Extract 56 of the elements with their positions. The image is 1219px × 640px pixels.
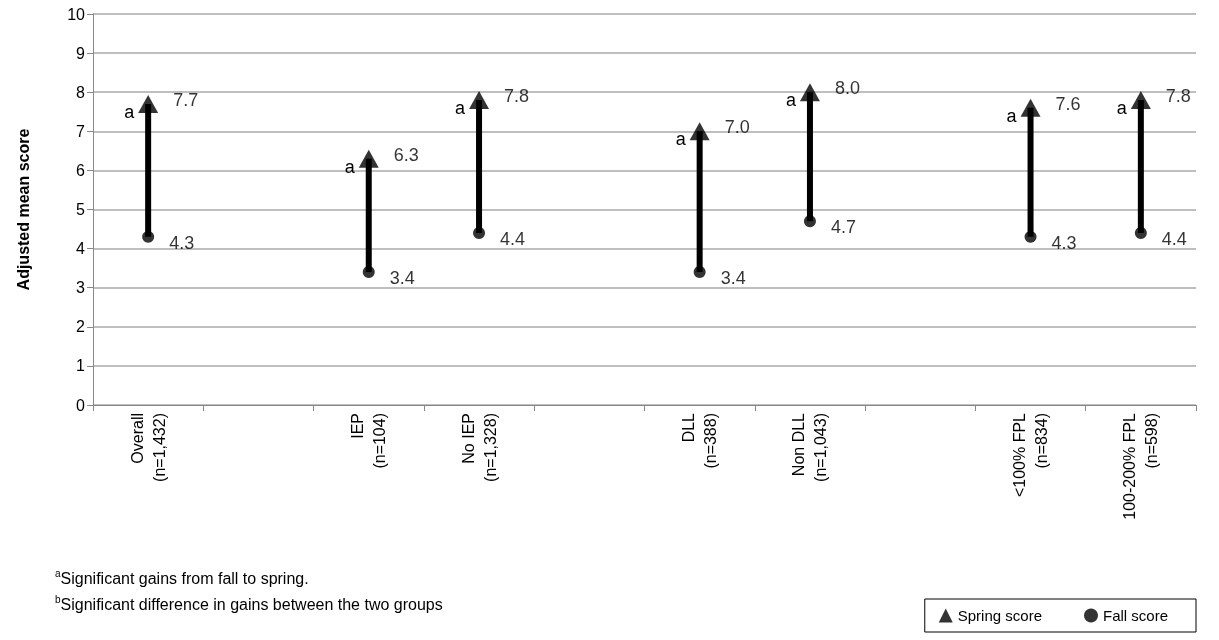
x-tick-label: <100% FPL (n=834) bbox=[1011, 412, 1051, 498]
data-label: 7.6 bbox=[1055, 93, 1081, 114]
point bbox=[1134, 226, 1147, 239]
legend-label: Fall score bbox=[1102, 607, 1169, 624]
point bbox=[803, 215, 816, 228]
y-axis-title: Adjusted mean score bbox=[14, 128, 32, 291]
legend-label: Spring score bbox=[957, 607, 1042, 624]
y-tick-label: 1 bbox=[76, 357, 86, 375]
data-label: 4.3 bbox=[169, 232, 195, 253]
data-label: 4.4 bbox=[500, 228, 526, 249]
data-label: 4.4 bbox=[1161, 228, 1187, 249]
point bbox=[693, 266, 706, 279]
data-label: 7.8 bbox=[504, 86, 530, 107]
y-tick-label: 8 bbox=[76, 83, 86, 101]
data-label: 3.4 bbox=[720, 268, 746, 289]
data-label: 7.8 bbox=[1165, 86, 1191, 107]
point bbox=[362, 266, 375, 279]
annotation: a bbox=[785, 90, 797, 111]
point bbox=[1020, 98, 1041, 117]
annotation: a bbox=[124, 101, 136, 122]
point bbox=[138, 94, 159, 113]
annotation: a bbox=[344, 156, 356, 177]
y-tick-label: 9 bbox=[76, 44, 86, 62]
data-label: 4.7 bbox=[830, 217, 856, 238]
annotation: a bbox=[1006, 105, 1018, 126]
x-tick-label: Overall (n=1,432) bbox=[128, 413, 168, 482]
y-tick-label: 10 bbox=[67, 5, 86, 23]
point bbox=[142, 230, 155, 243]
point bbox=[469, 91, 490, 110]
point bbox=[1024, 230, 1037, 243]
point bbox=[689, 122, 710, 141]
y-tick-label: 6 bbox=[76, 161, 86, 179]
x-tick-label: IEP (n=104) bbox=[349, 413, 389, 469]
data-label: 6.3 bbox=[393, 144, 419, 165]
y-tick-label: 0 bbox=[76, 396, 86, 414]
y-tick-label: 2 bbox=[76, 318, 86, 336]
point bbox=[1130, 91, 1151, 110]
point bbox=[473, 226, 486, 239]
annotation: a bbox=[1116, 98, 1128, 119]
y-tick-label: 4 bbox=[76, 240, 86, 258]
data-label: 8.0 bbox=[834, 78, 860, 99]
data-label: 4.3 bbox=[1051, 232, 1077, 253]
point bbox=[799, 83, 820, 102]
y-tick-label: 3 bbox=[76, 279, 86, 297]
annotation: a bbox=[455, 98, 467, 119]
y-tick-label: 7 bbox=[76, 122, 86, 140]
annotation: a bbox=[675, 129, 687, 150]
y-tick-label: 5 bbox=[76, 201, 86, 218]
x-tick-label: No IEP (n=1,328) bbox=[459, 413, 499, 482]
data-label: 3.4 bbox=[389, 268, 415, 289]
x-tick-label: DLL (n=388) bbox=[680, 412, 720, 469]
data-label: 7.7 bbox=[173, 89, 199, 110]
data-label: 7.0 bbox=[724, 117, 750, 138]
x-tick-label: Non DLL (n=1,043) bbox=[790, 412, 830, 482]
x-tick-label: 100-200% FPL (n=598) bbox=[1121, 412, 1161, 520]
point bbox=[358, 149, 379, 168]
